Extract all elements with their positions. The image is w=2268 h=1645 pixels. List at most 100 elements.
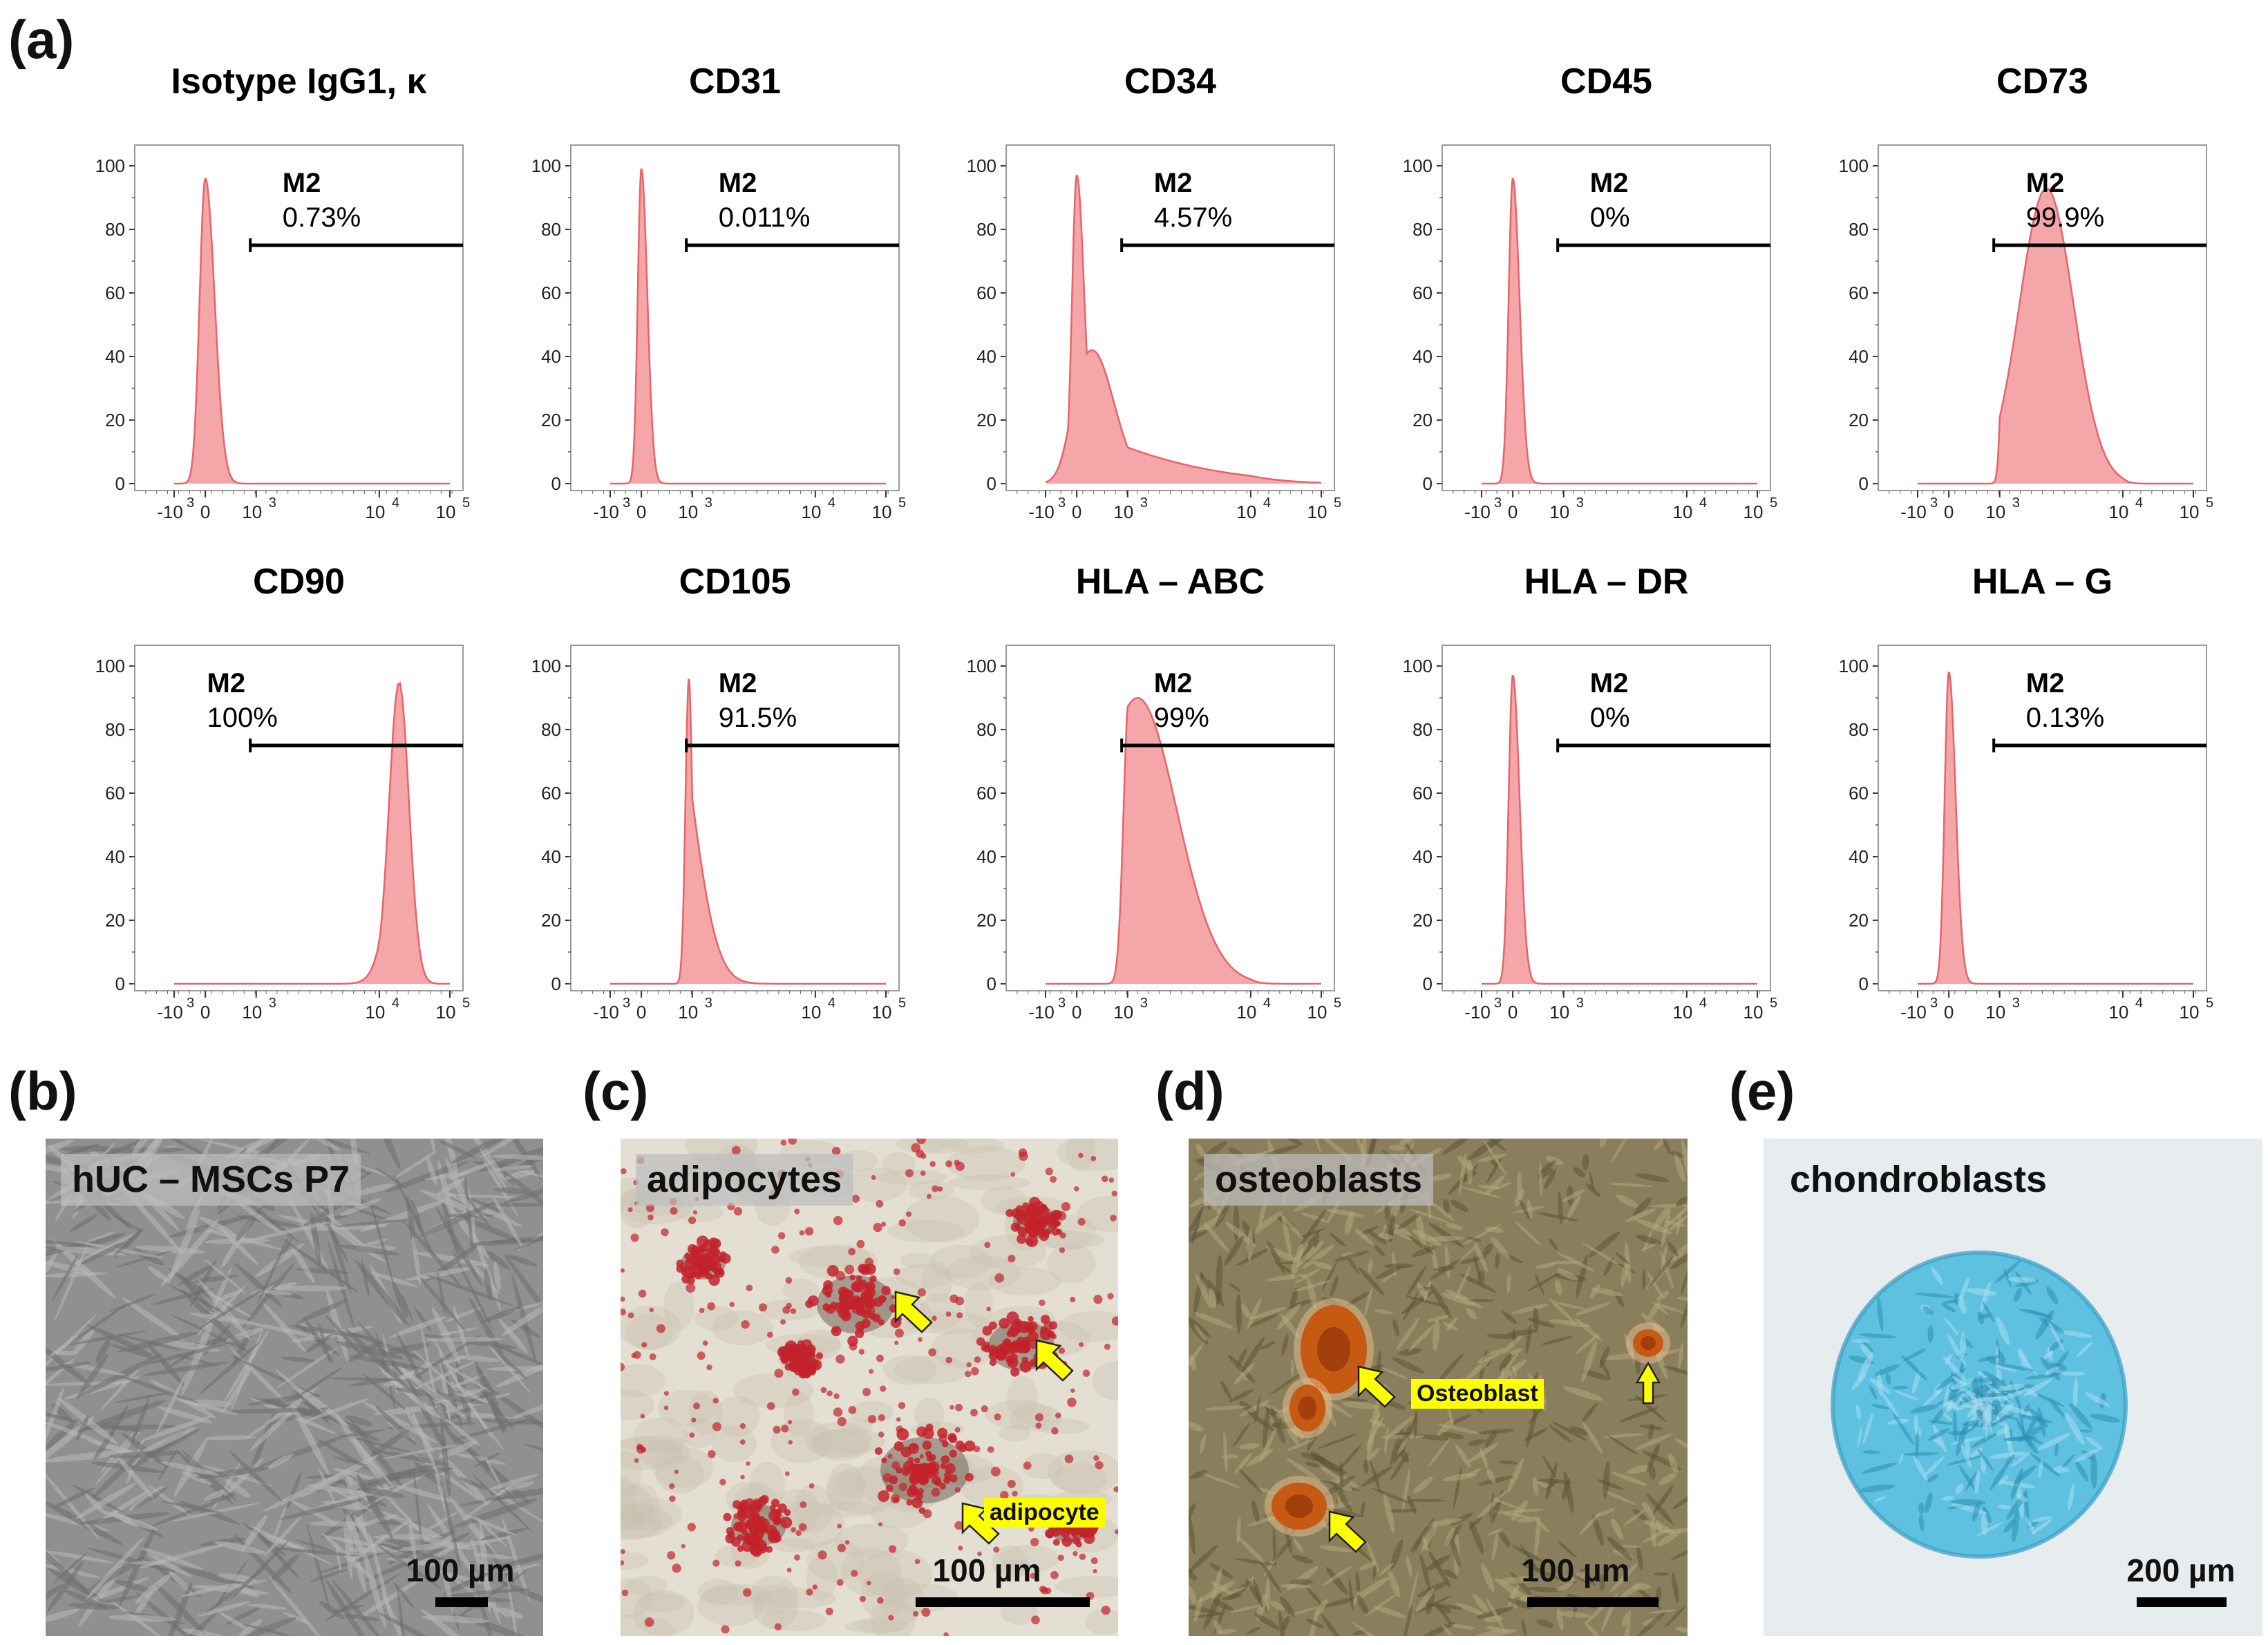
cell [1625, 1208, 1656, 1222]
matrix-fiber [1998, 1475, 2009, 1485]
cell [1221, 1594, 1242, 1601]
lipid-droplet [916, 1426, 927, 1438]
cell [433, 1464, 448, 1518]
lipid-droplet [721, 1625, 730, 1634]
matrix-fiber [2007, 1276, 2036, 1283]
cell [1681, 1267, 1688, 1295]
lipid-droplet [835, 1354, 845, 1364]
cell [484, 1456, 502, 1488]
histogram-title: Isotype IgG1, κ [171, 61, 427, 102]
cell [1495, 1253, 1500, 1268]
matrix-fiber [1857, 1426, 1863, 1449]
cell [1370, 1461, 1381, 1493]
cell [1300, 1452, 1327, 1463]
cell [84, 1231, 116, 1244]
cell [1491, 1139, 1508, 1148]
cell [160, 1219, 219, 1287]
x-tick-label: 10 [1236, 502, 1256, 522]
matrix-fiber [2079, 1429, 2093, 1433]
panel-label-b: (b) [8, 1061, 77, 1121]
cell [495, 1360, 543, 1388]
lipid-droplet [1004, 1339, 1012, 1347]
cell [473, 1553, 513, 1559]
histogram-line [1918, 672, 2193, 985]
lipid-droplet [900, 1446, 912, 1458]
lipid-droplet [733, 1207, 743, 1216]
cell [1246, 1448, 1274, 1467]
cell-body [621, 1305, 682, 1349]
gate-label: M2 [719, 168, 757, 198]
cell [1313, 1262, 1333, 1270]
matrix-fiber [2043, 1350, 2054, 1360]
cell [1465, 1356, 1493, 1380]
lipid-droplet [833, 1407, 843, 1417]
cell [142, 1416, 213, 1441]
scale-bar [2137, 1597, 2227, 1607]
cell [422, 1615, 489, 1624]
lipid-droplet [878, 1432, 885, 1438]
cell [1477, 1154, 1506, 1162]
x-tick-exponent: 4 [1263, 495, 1271, 511]
cell [1392, 1319, 1399, 1337]
cell-body [637, 1592, 685, 1613]
cell [242, 1617, 296, 1636]
cell [1388, 1571, 1400, 1598]
cell [222, 1408, 314, 1414]
lipid-droplet [703, 1264, 710, 1271]
cell [46, 1358, 75, 1409]
y-tick-label: 80 [1849, 719, 1869, 740]
lipid-droplet [878, 1414, 885, 1422]
cell [1342, 1401, 1379, 1409]
histogram-fill [174, 178, 450, 484]
cell [1541, 1335, 1573, 1345]
lipid-droplet [894, 1441, 904, 1452]
cell [1672, 1572, 1679, 1604]
cell [486, 1474, 539, 1491]
cell [1191, 1208, 1202, 1245]
x-tick-label: -10 [157, 1002, 183, 1023]
scale-bar-label: 100 µm [932, 1552, 1041, 1588]
cell [1596, 1479, 1625, 1490]
lipid-droplet [917, 1467, 929, 1479]
cell [1200, 1271, 1213, 1293]
cell [1421, 1622, 1456, 1636]
cell [108, 1615, 177, 1622]
cell [1535, 1519, 1549, 1533]
lipid-droplet [865, 1281, 876, 1291]
cell [482, 1306, 522, 1322]
lipid-droplet [1052, 1539, 1060, 1546]
cell [475, 1516, 508, 1548]
lipid-droplet [760, 1494, 769, 1504]
cell [340, 1244, 400, 1255]
x-tick-label: 10 [1113, 1002, 1133, 1023]
cell [1305, 1461, 1320, 1467]
cell [504, 1254, 543, 1329]
x-tick-label: -10 [593, 1002, 619, 1023]
y-tick-label: 60 [1412, 783, 1433, 804]
lipid-droplet [1104, 1343, 1111, 1350]
cell [117, 1456, 153, 1498]
lipid-droplet [780, 1516, 793, 1529]
lipid-droplet [932, 1315, 937, 1321]
x-tick-label: 0 [200, 502, 210, 522]
gate-percentage: 0% [1590, 202, 1630, 233]
cell [1599, 1574, 1605, 1591]
y-tick-label: 80 [541, 219, 561, 240]
lipid-droplet [844, 1264, 855, 1275]
x-tick-exponent: 5 [2206, 495, 2213, 511]
cell [87, 1548, 176, 1572]
cell-body [782, 1279, 820, 1301]
lipid-droplet [873, 1222, 882, 1233]
lipid-droplet [697, 1351, 706, 1360]
cell [1196, 1143, 1205, 1158]
cell [1322, 1566, 1353, 1586]
cell-body [621, 1482, 654, 1530]
matrix-fiber [1927, 1427, 1950, 1441]
cell [453, 1418, 532, 1440]
cell [274, 1548, 359, 1557]
panel-label-e: (e) [1729, 1061, 1795, 1121]
cell [1421, 1522, 1438, 1552]
histogram-title: CD45 [1560, 61, 1652, 102]
cell [134, 1572, 173, 1604]
cell [1189, 1586, 1197, 1605]
